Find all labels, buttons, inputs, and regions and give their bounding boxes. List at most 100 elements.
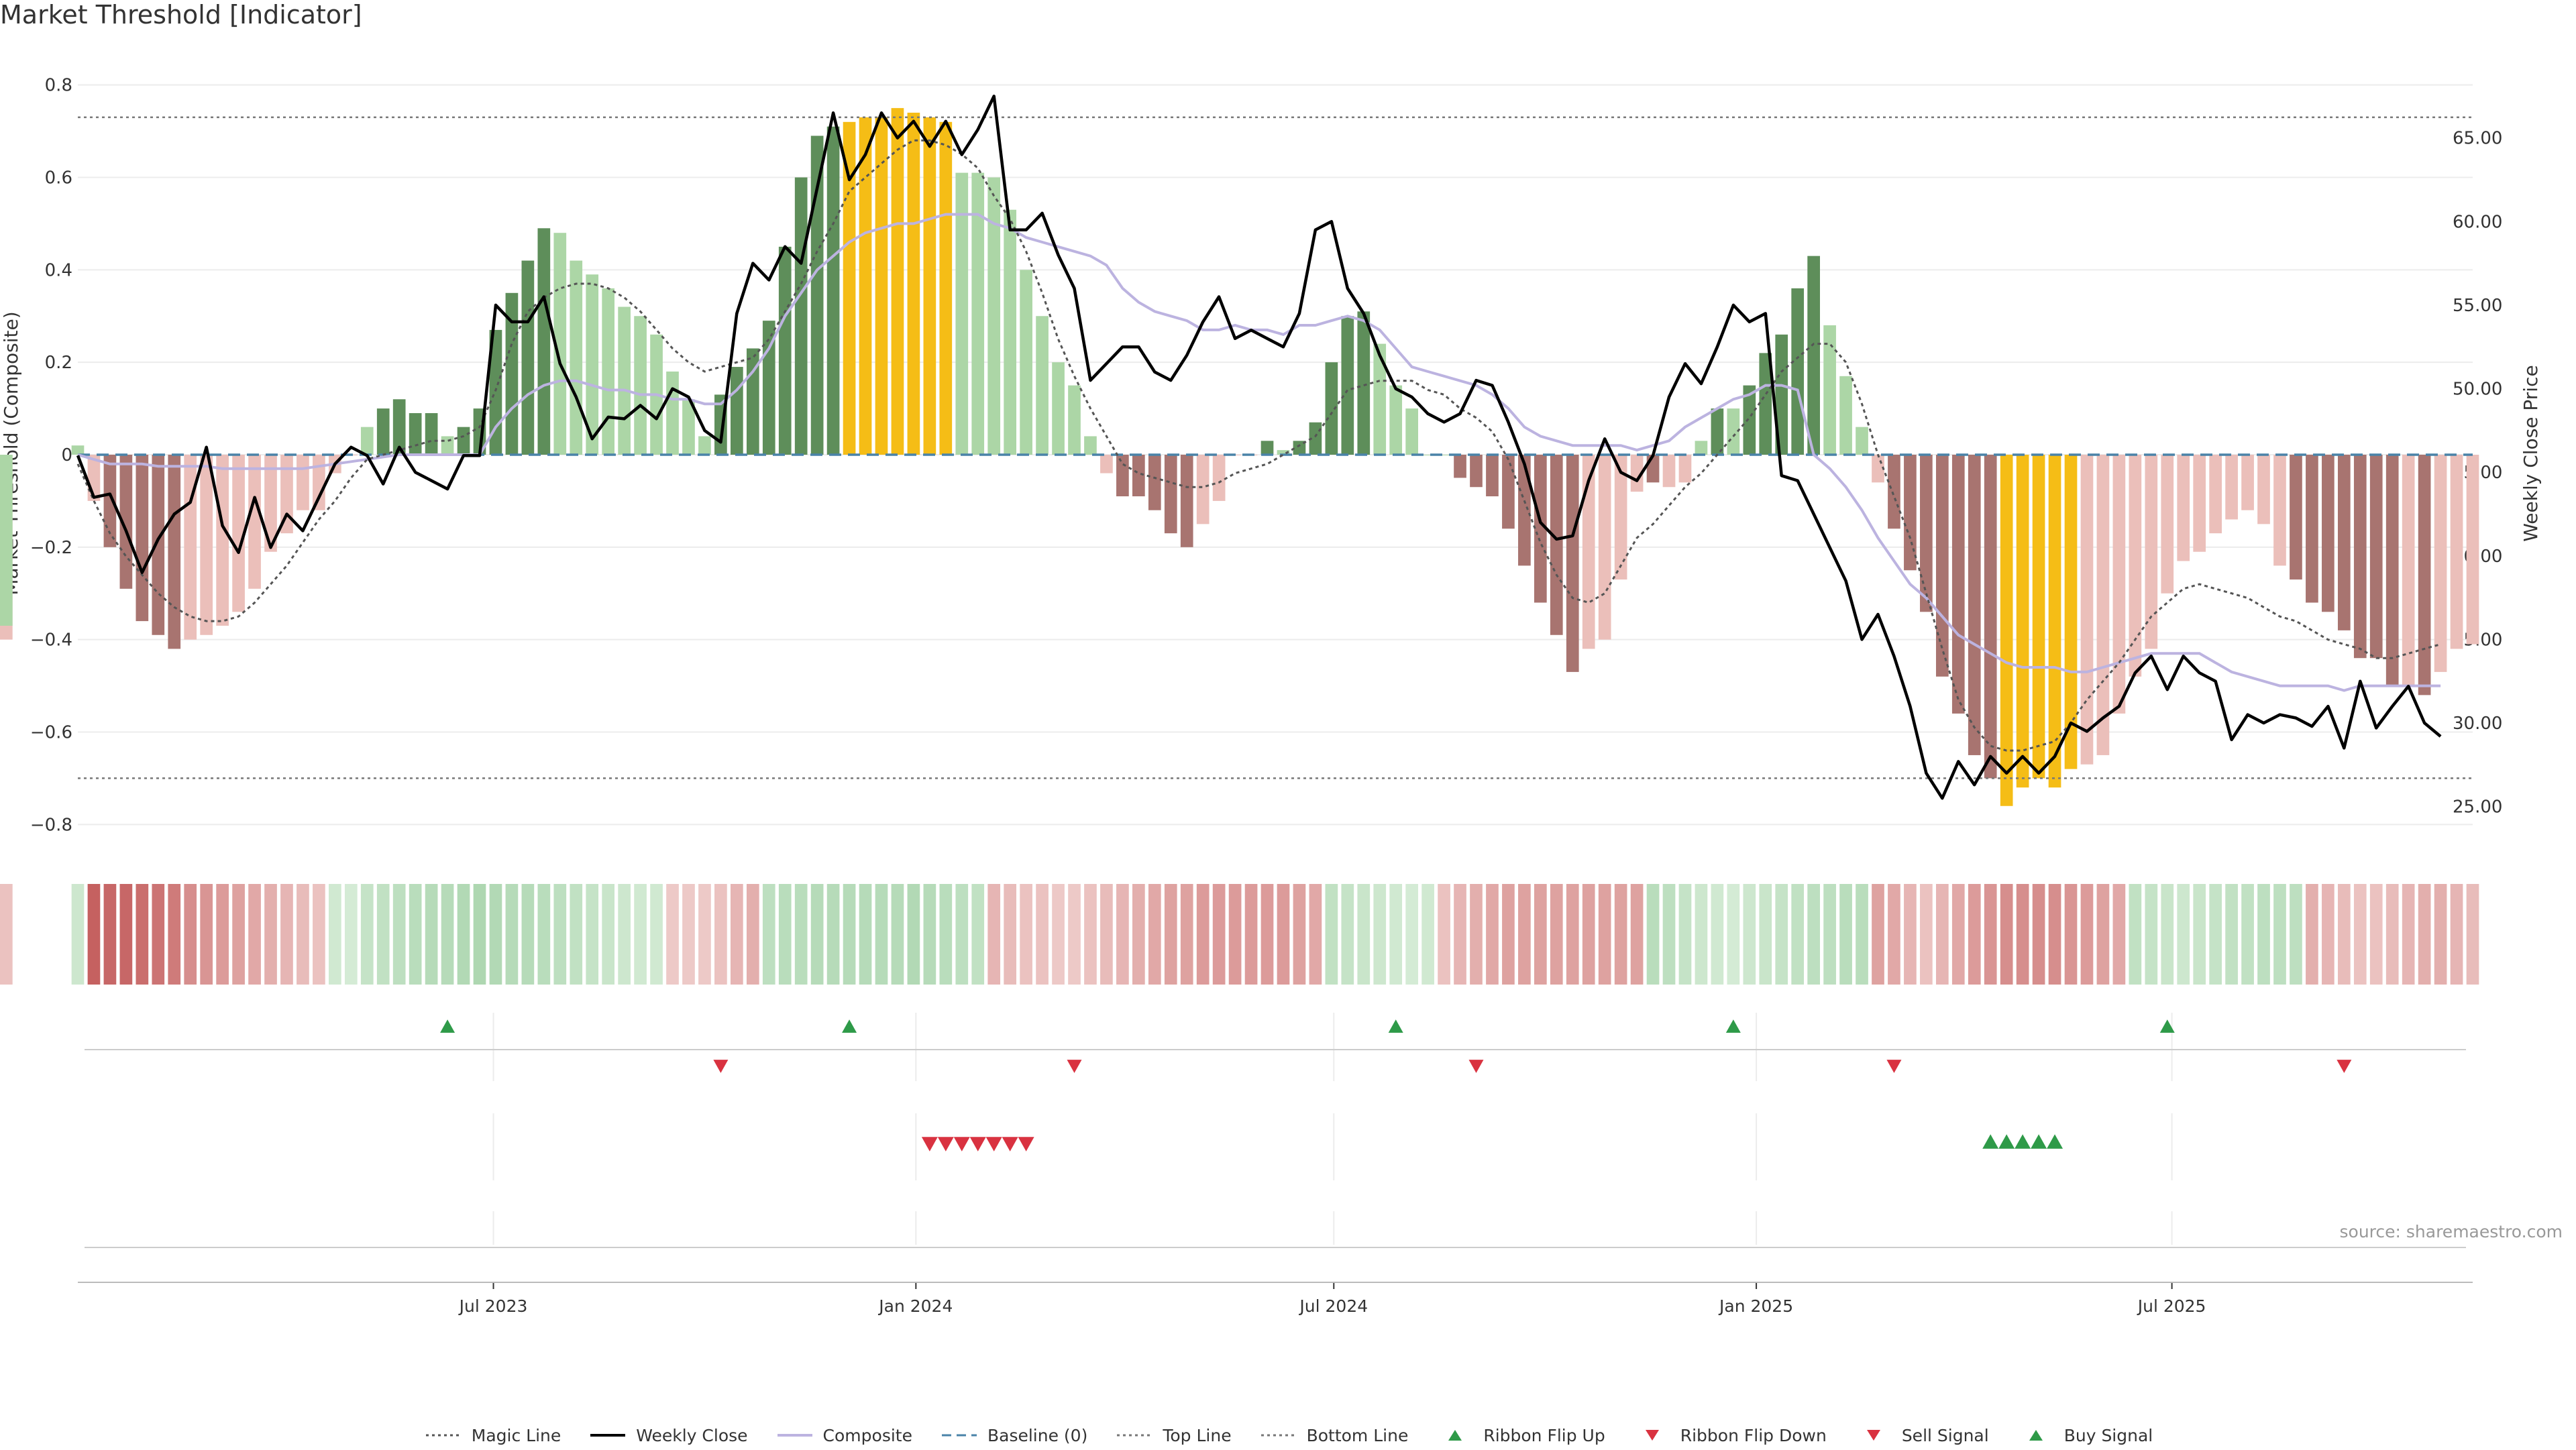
composite-bar <box>1951 455 1965 714</box>
composite-bar <box>2048 455 2061 788</box>
composite-bar <box>232 455 245 612</box>
ribbon-cell <box>1405 884 1419 985</box>
composite-bar <box>1968 455 1981 755</box>
ribbon-cell <box>1534 884 1547 985</box>
composite-bar <box>505 292 519 455</box>
legend-item: Sell Signal <box>1854 1426 1989 1445</box>
y2-tick-label: 60.00 <box>2453 212 2502 232</box>
ribbon-cell <box>537 884 551 985</box>
ribbon-cell <box>1293 884 1306 985</box>
ribbon-cell <box>1052 884 1065 985</box>
ribbon-cell <box>216 884 229 985</box>
composite-bar <box>1920 455 1933 612</box>
ribbon-cell <box>2225 884 2238 985</box>
ribbon-cell <box>1084 884 1097 985</box>
ribbon-cell <box>1839 884 1852 985</box>
ribbon-cell <box>152 884 165 985</box>
composite-bar <box>1711 408 1724 455</box>
x-tick-label: Jul 2023 <box>458 1296 528 1316</box>
ribbon-cell <box>939 884 953 985</box>
composite-bar <box>216 455 229 626</box>
ribbon-cell <box>2129 884 2142 985</box>
legend-symbol-icon <box>1866 1430 1880 1441</box>
ribbon-cell <box>505 884 519 985</box>
buy-signal-marker <box>2031 1134 2047 1149</box>
composite-bar <box>1100 455 1113 473</box>
ribbon-cell <box>184 884 197 985</box>
legend-swatch <box>1866 1430 1880 1441</box>
ribbon-cell <box>634 884 647 985</box>
composite-bar <box>971 172 985 455</box>
composite-bar <box>1743 385 1756 455</box>
y-tick-label: −0.6 <box>30 722 72 742</box>
composite-bar <box>2161 455 2174 594</box>
legend-item: Bottom Line <box>1258 1426 1408 1445</box>
ribbon-cell <box>457 884 470 985</box>
ribbon-cell <box>1968 884 1981 985</box>
sell-signal-marker <box>937 1137 954 1152</box>
ribbon-cell <box>392 884 406 985</box>
ribbon-cell <box>1116 884 1129 985</box>
composite-bar <box>1052 362 1065 455</box>
ribbon-cell <box>1068 884 1081 985</box>
composite-bar <box>1856 427 1868 455</box>
composite-bar <box>939 121 953 455</box>
composite-bar <box>457 427 470 455</box>
ribbon-cell <box>2353 884 2367 985</box>
legend-item: Ribbon Flip Down <box>1632 1426 1827 1445</box>
ribbon-cell <box>987 884 1001 985</box>
composite-bar <box>297 455 309 510</box>
composite-bar <box>1888 455 1900 529</box>
ribbon-cell <box>1646 884 1660 985</box>
composite-bar <box>698 436 711 455</box>
composite-bar <box>2145 455 2158 649</box>
ribbon-cell <box>1486 884 1499 985</box>
legend-symbol-icon <box>1645 1430 1659 1441</box>
ribbon-cell <box>1727 884 1740 985</box>
composite-bar <box>778 246 792 455</box>
source-note: source: sharemaestro.com <box>2339 1222 2563 1241</box>
composite-bar <box>1454 455 1466 478</box>
ribbon-cell <box>2385 884 2399 985</box>
composite-bar <box>2129 455 2142 677</box>
buy-signal-marker <box>2015 1134 2031 1149</box>
composite-bar <box>1357 311 1371 455</box>
composite-bar <box>570 260 583 455</box>
composite-bar <box>682 399 695 455</box>
sell-signal-marker <box>1018 1137 1034 1152</box>
composite-bar <box>1984 455 1997 779</box>
ribbon-cell <box>1695 884 1708 985</box>
ribbon-cell <box>1550 884 1563 985</box>
composite-bar <box>2209 455 2222 534</box>
ribbon-cell <box>313 884 325 985</box>
composite-bar <box>1566 455 1579 672</box>
ribbon-cell <box>1630 884 1644 985</box>
y-tick-label: 0.6 <box>45 168 72 188</box>
ribbon-cell <box>2177 884 2190 985</box>
composite-bar <box>875 117 888 455</box>
ribbon-cell <box>2418 884 2431 985</box>
composite-bar <box>1068 385 1081 455</box>
composite-bar <box>1277 450 1290 455</box>
ribbon-cell <box>1389 884 1403 985</box>
ribbon-cell <box>2434 884 2447 985</box>
composite-bar <box>2080 455 2094 765</box>
ribbon-cell <box>1036 884 1049 985</box>
ribbon-flip-down-marker <box>1468 1060 1484 1073</box>
ribbon-cell <box>2209 884 2222 985</box>
ribbon-cell <box>0 884 13 985</box>
ribbon-cell <box>1614 884 1627 985</box>
x-tick-label: Jan 2025 <box>1718 1296 1793 1316</box>
composite-bar <box>1807 256 1820 455</box>
ribbon-cell <box>907 884 920 985</box>
y2-axis-label: Weekly Close Price <box>2520 365 2542 541</box>
ribbon-cell <box>1759 884 1772 985</box>
composite-bar <box>2177 455 2190 561</box>
composite-bar <box>602 288 615 455</box>
composite-bar <box>1486 455 1499 497</box>
ribbon-cell <box>1872 884 1884 985</box>
composite-bar <box>2450 455 2463 649</box>
composite-bar <box>441 436 454 455</box>
legend-item: Baseline (0) <box>939 1426 1087 1445</box>
ribbon-cell <box>714 884 727 985</box>
